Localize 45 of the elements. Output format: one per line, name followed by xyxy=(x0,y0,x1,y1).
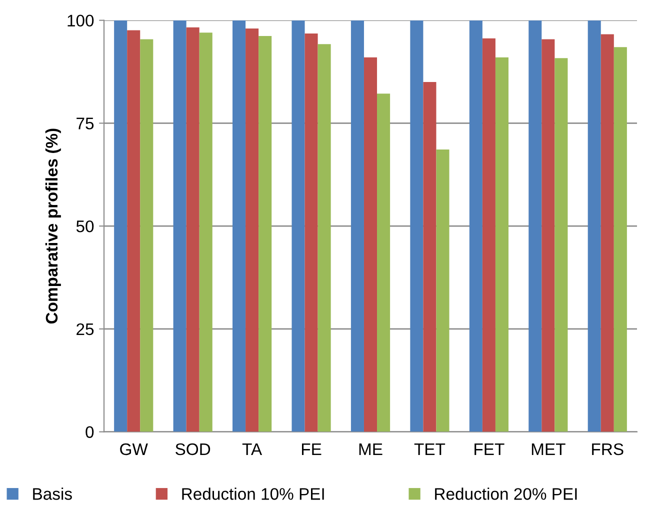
bar xyxy=(186,27,200,432)
bar xyxy=(588,20,601,432)
x-tick-label: ME xyxy=(359,444,382,455)
y-tick-label: 0 xyxy=(86,426,94,438)
bar xyxy=(304,33,318,432)
bar xyxy=(292,20,305,432)
x-tick-label: SOD xyxy=(176,443,210,456)
y-tick-label: 75 xyxy=(76,118,94,130)
x-tick-label: GW xyxy=(120,443,148,456)
x-tick-label: TET xyxy=(414,444,446,455)
y-tick-label: 100 xyxy=(68,14,94,27)
x-tick-label: MET xyxy=(532,444,566,455)
y-tick-label: 25 xyxy=(76,323,94,336)
bar xyxy=(495,57,508,432)
legend-label: Reduction 20% PEI xyxy=(435,488,577,500)
y-tick-label: 50 xyxy=(76,220,94,232)
bar xyxy=(436,150,450,432)
x-tick-label: FET xyxy=(474,444,504,455)
bar xyxy=(114,20,128,432)
legend-label: Basis xyxy=(33,488,72,500)
bar xyxy=(364,57,378,432)
bar xyxy=(246,28,259,432)
bar xyxy=(199,32,212,432)
bar xyxy=(614,47,627,432)
bar xyxy=(350,20,364,432)
bar xyxy=(528,20,542,432)
bar xyxy=(423,82,436,432)
bar xyxy=(482,38,496,432)
bar xyxy=(377,94,390,432)
bar xyxy=(173,20,186,432)
bar xyxy=(140,39,154,432)
x-tick-label: FRS xyxy=(592,443,624,456)
bar xyxy=(542,39,555,432)
bar xyxy=(232,20,246,432)
bar xyxy=(127,30,140,432)
legend-label: Reduction 10% PEI xyxy=(182,488,324,500)
bar xyxy=(469,20,482,432)
bar xyxy=(554,58,568,432)
y-axis-title: Comparative profiles (%) xyxy=(45,128,61,324)
bar xyxy=(318,44,331,432)
bar xyxy=(410,20,424,432)
bar xyxy=(600,34,614,432)
x-tick-label: FE xyxy=(302,444,322,455)
x-tick-label: TA xyxy=(242,444,262,455)
bar xyxy=(258,36,272,432)
